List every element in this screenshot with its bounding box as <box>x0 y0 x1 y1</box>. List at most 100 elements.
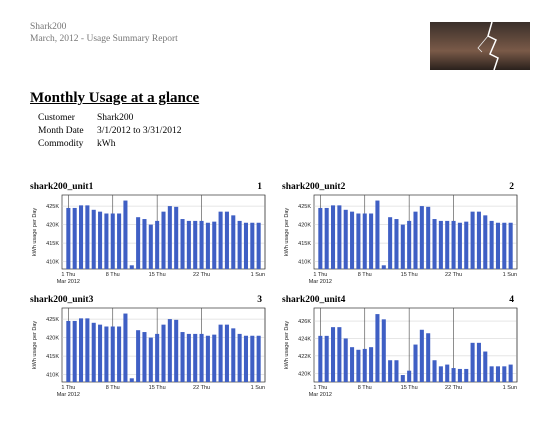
x-tick-label: 22 Thu <box>445 385 462 391</box>
bar <box>73 321 77 382</box>
bar <box>477 343 481 382</box>
bar <box>407 371 411 382</box>
bar <box>350 212 354 269</box>
bar <box>212 335 216 382</box>
x-tick-label: 1 Sun <box>251 385 265 391</box>
bar <box>439 366 443 382</box>
bar <box>464 222 468 269</box>
bar <box>174 320 178 382</box>
x-tick-label: 15 Thu <box>149 272 166 278</box>
x-sublabel: Mar 2012 <box>309 392 332 398</box>
bar <box>206 336 210 382</box>
panel-number: 3 <box>257 295 262 305</box>
bar <box>155 334 159 382</box>
bar <box>356 214 360 270</box>
bar <box>471 343 475 382</box>
bar <box>331 205 335 269</box>
x-tick-label: 1 Thu <box>313 385 327 391</box>
bar <box>363 214 367 270</box>
y-tick-label: 424K <box>298 336 311 342</box>
y-tick-label: 420K <box>298 371 311 377</box>
bar <box>219 212 223 269</box>
x-tick-label: 15 Thu <box>149 385 166 391</box>
y-tick-label: 420K <box>298 223 311 229</box>
y-tick-label: 420K <box>46 336 59 342</box>
bar <box>502 223 506 269</box>
x-tick-label: 1 Sun <box>503 385 517 391</box>
bar <box>401 225 405 269</box>
bar <box>136 330 140 382</box>
y-tick-label: 426K <box>298 319 311 325</box>
y-tick-label: 422K <box>298 354 311 360</box>
bar <box>92 210 96 269</box>
bar <box>238 221 242 269</box>
x-tick-label: 8 Thu <box>106 385 120 391</box>
bar <box>420 330 424 382</box>
x-tick-label: 15 Thu <box>401 385 418 391</box>
bar <box>104 327 108 383</box>
bar <box>200 334 204 382</box>
bar <box>111 214 115 270</box>
bar <box>130 265 134 269</box>
bar <box>257 336 261 382</box>
bar <box>168 319 172 382</box>
bar <box>464 369 468 382</box>
bar <box>344 210 348 269</box>
x-sublabel: Mar 2012 <box>57 279 80 285</box>
y-tick-label: 410K <box>298 260 311 266</box>
bar <box>98 325 102 382</box>
y-tick-label: 410K <box>46 373 59 379</box>
bar <box>318 336 322 382</box>
bar <box>187 334 191 382</box>
bar <box>388 360 392 382</box>
bar <box>388 217 392 269</box>
bar <box>382 319 386 382</box>
bar <box>79 205 83 269</box>
charts: shark200_unit11kWh usage per Day410K415K… <box>0 0 547 444</box>
x-tick-label: 15 Thu <box>401 272 418 278</box>
bar <box>85 318 89 382</box>
x-tick-label: 8 Thu <box>106 272 120 278</box>
bar <box>337 327 341 382</box>
x-sublabel: Mar 2012 <box>309 279 332 285</box>
bar <box>231 328 235 382</box>
bar <box>155 221 159 269</box>
bar <box>509 365 513 382</box>
y-tick-label: 415K <box>46 241 59 247</box>
x-tick-label: 1 Sun <box>503 272 517 278</box>
bar <box>318 208 322 269</box>
bar <box>136 217 140 269</box>
bar <box>117 214 121 270</box>
bar <box>502 366 506 382</box>
bar <box>496 366 500 382</box>
y-axis-label: kWh usage per Day <box>32 321 38 370</box>
x-tick-label: 8 Thu <box>358 385 372 391</box>
bar <box>483 352 487 382</box>
bar <box>244 223 248 269</box>
y-tick-label: 415K <box>46 354 59 360</box>
bar <box>181 219 185 269</box>
bar <box>375 314 379 382</box>
bar <box>363 349 367 382</box>
bar <box>123 314 127 382</box>
panel-title: shark200_unit3 <box>30 295 94 305</box>
bar <box>174 207 178 269</box>
y-tick-label: 425K <box>46 204 59 210</box>
y-axis-label: kWh usage per Day <box>284 208 290 257</box>
y-tick-label: 425K <box>298 204 311 210</box>
bar <box>161 325 165 382</box>
panel-title: shark200_unit1 <box>30 182 94 192</box>
bar <box>483 215 487 269</box>
bar <box>382 265 386 269</box>
bar <box>92 323 96 382</box>
bar <box>413 345 417 382</box>
panel-title: shark200_unit4 <box>282 295 346 305</box>
y-tick-label: 410K <box>46 260 59 266</box>
x-tick-label: 22 Thu <box>193 385 210 391</box>
bar <box>375 201 379 269</box>
bar <box>458 369 462 382</box>
y-tick-label: 415K <box>298 241 311 247</box>
bar <box>350 347 354 382</box>
y-axis-label: kWh usage per Day <box>32 208 38 257</box>
y-tick-label: 420K <box>46 223 59 229</box>
